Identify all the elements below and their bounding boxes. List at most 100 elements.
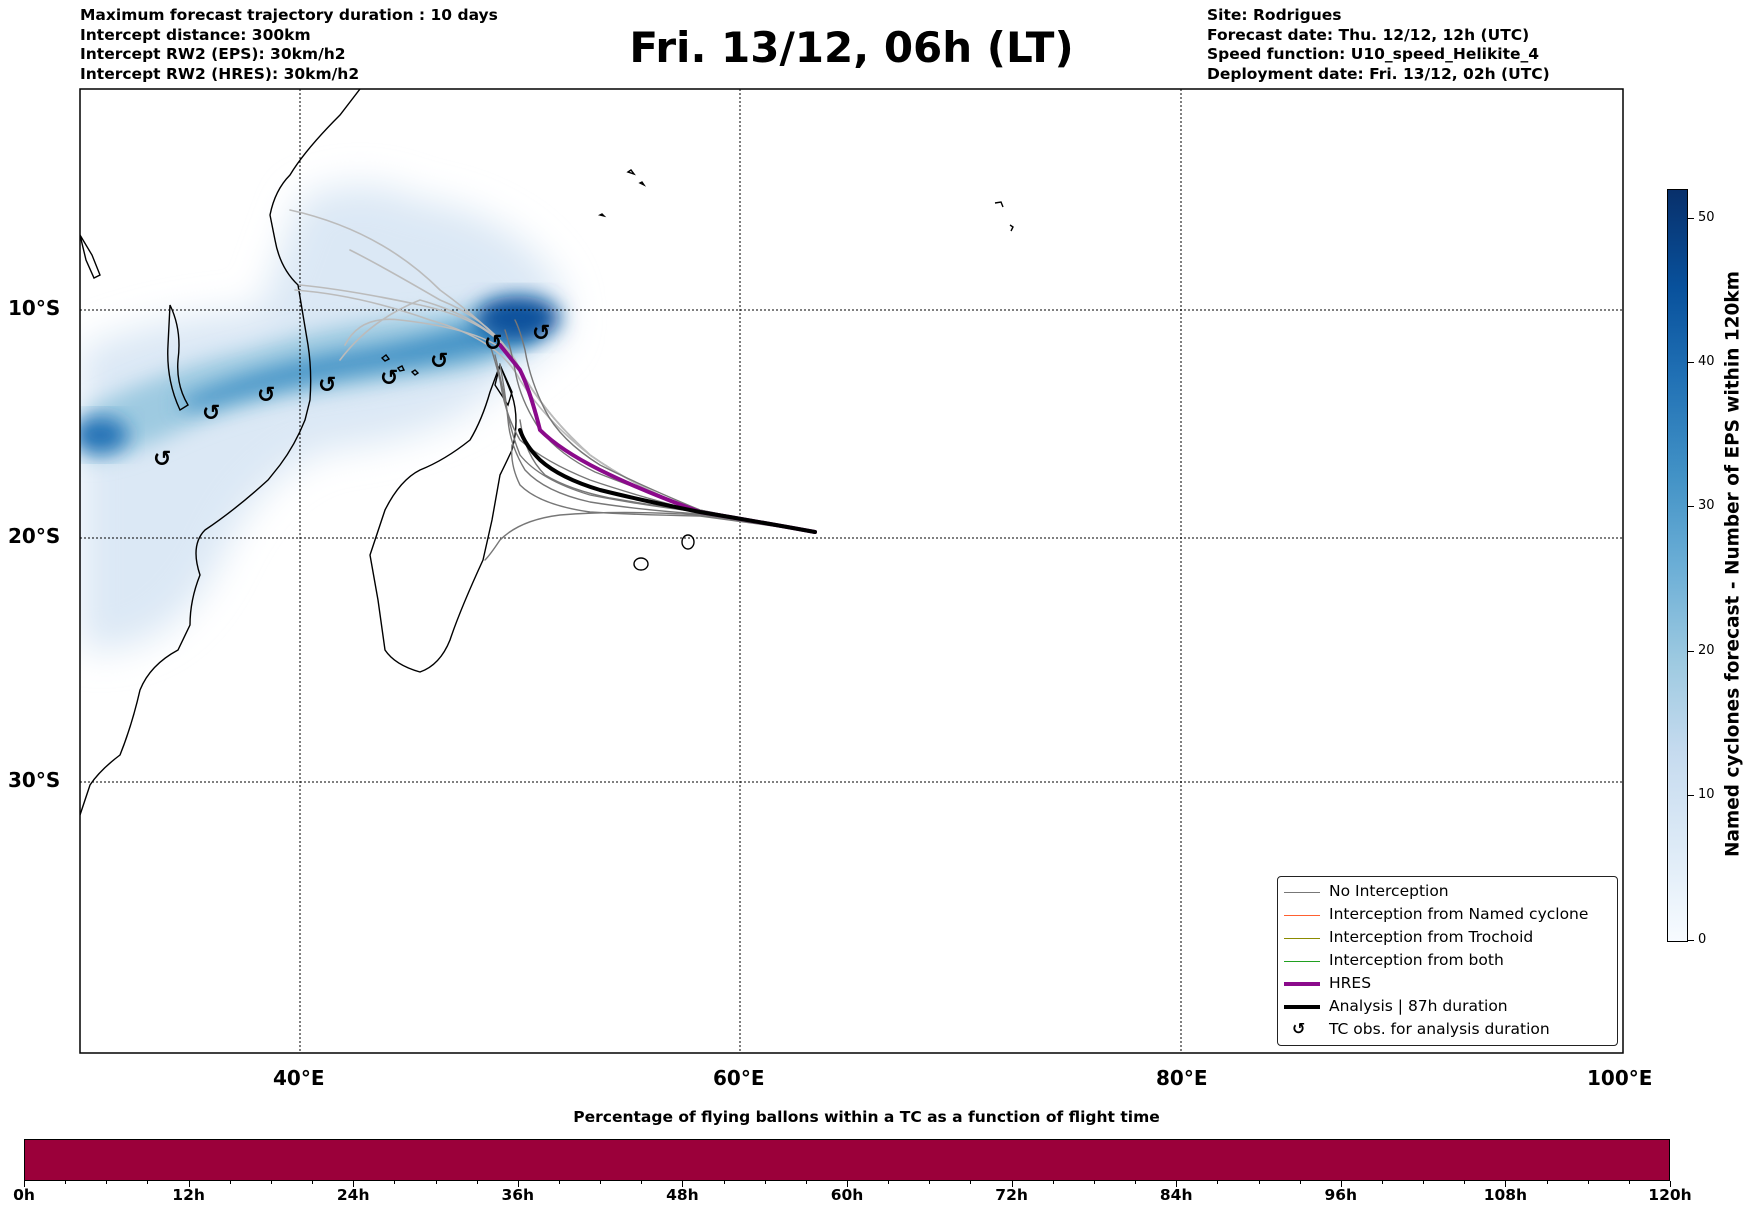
colorbar-tick	[1688, 506, 1694, 507]
comoros-coast	[380, 354, 420, 376]
lon-label-60e: 60°E	[713, 1066, 765, 1090]
map-frame	[79, 88, 1624, 1054]
cyclone-icon: ↺	[153, 447, 171, 472]
flight-time-tick	[24, 1181, 25, 1187]
flight-time-tick	[1464, 1181, 1466, 1184]
flight-time-tick	[764, 1181, 766, 1184]
lat-label-30s: 30°S	[8, 768, 61, 792]
map-legend: No Interception Interception from Named …	[1277, 876, 1618, 1046]
cyclone-icon: ↺	[1292, 1019, 1306, 1038]
time-label: 96h	[1324, 1186, 1358, 1204]
time-label: 108h	[1483, 1186, 1528, 1204]
flight-time-tick	[970, 1181, 972, 1184]
tc-observations: ↺ ↺ ↺ ↺ ↺ ↺ ↺ ↺	[153, 321, 550, 472]
flight-time-tick	[723, 1181, 725, 1184]
cyclone-icon: ↺	[202, 401, 220, 426]
time-label: 84h	[1159, 1186, 1193, 1204]
time-label: 120h	[1648, 1186, 1692, 1204]
graticule	[80, 89, 1623, 1053]
param-duration: Maximum forecast trajectory duration : 1…	[80, 6, 498, 24]
colorbar	[1667, 189, 1688, 942]
legend-label: Interception from Trochoid	[1329, 928, 1534, 946]
africa-coast	[80, 89, 361, 816]
colorbar-tick	[1688, 362, 1694, 363]
legend-swatch	[1284, 892, 1320, 893]
colorbar-tick-label: 30	[1698, 498, 1715, 513]
legend-item-tc-obs: ↺ TC obs. for analysis duration	[1278, 1019, 1617, 1042]
flight-time-tick	[1628, 1181, 1630, 1184]
deployment-date: Deployment date: Fri. 13/12, 02h (UTC)	[1207, 64, 1550, 83]
mauritius-coast	[681, 534, 695, 550]
flight-time-tick	[1011, 1181, 1013, 1187]
madagascar-coast-north	[494, 362, 513, 407]
chagos-coast	[994, 201, 1014, 232]
flight-time-tick	[517, 1181, 519, 1187]
colorbar-tick-label: 20	[1698, 643, 1715, 658]
time-label: 24h	[336, 1186, 370, 1204]
lon-label-40e: 40°E	[273, 1066, 325, 1090]
flight-time-tick	[1587, 1181, 1589, 1184]
madagascar-coast	[369, 363, 517, 673]
colorbar-tick-label: 0	[1698, 932, 1707, 947]
flight-time-tick	[188, 1181, 190, 1187]
flight-time-tick	[1217, 1181, 1219, 1184]
flight-time-tick	[476, 1181, 478, 1184]
flight-time-tick	[1546, 1181, 1548, 1184]
time-label: 0h	[13, 1186, 35, 1204]
lon-label-80e: 80°E	[1156, 1066, 1208, 1090]
legend-label: Analysis | 87h duration	[1329, 997, 1508, 1015]
colorbar-tick	[1688, 218, 1694, 219]
flight-time-bar-title: Percentage of flying ballons within a TC…	[573, 1108, 1160, 1126]
density-field	[80, 185, 565, 650]
flight-time-tick	[106, 1181, 108, 1184]
flight-time-tick	[312, 1181, 314, 1184]
cyclone-icon: ↺	[257, 383, 275, 408]
lake-shore	[167, 304, 189, 412]
flight-time-tick	[558, 1181, 560, 1184]
cyclone-icon: ↺	[380, 366, 398, 391]
param-intercept-eps: Intercept RW2 (EPS): 30km/h2	[80, 45, 346, 63]
flight-time-tick	[1052, 1181, 1054, 1184]
flight-time-tick	[888, 1181, 890, 1184]
colorbar-tick	[1688, 651, 1694, 652]
flight-time-tick	[270, 1181, 272, 1184]
analysis-trajectory	[518, 428, 817, 534]
flight-time-tick	[353, 1181, 355, 1187]
flight-time-tick	[1135, 1181, 1137, 1184]
forecast-date: Forecast date: Thu. 12/12, 12h (UTC)	[1207, 25, 1530, 44]
flight-time-tick	[435, 1181, 437, 1184]
speed-function: Speed function: U10_speed_Helikite_4	[1207, 45, 1540, 63]
flight-time-tick	[1299, 1181, 1301, 1184]
flight-time-bar	[24, 1139, 1670, 1181]
time-label: 72h	[995, 1186, 1028, 1204]
flight-time-tick	[1423, 1181, 1425, 1184]
legend-swatch	[1284, 1005, 1320, 1009]
colorbar-tick	[1688, 940, 1694, 941]
lat-label-10s: 10°S	[8, 296, 61, 320]
flight-time-tick	[65, 1181, 67, 1184]
flight-time-tick	[929, 1181, 931, 1184]
colorbar-label: Named cyclones forecast - Number of EPS …	[1722, 270, 1744, 858]
flight-time-tick	[229, 1181, 231, 1184]
flight-time-tick	[600, 1181, 602, 1184]
seychelles-coast	[597, 169, 647, 218]
legend-swatch	[1284, 961, 1320, 962]
site-info: Site: Rodrigues Forecast date: Thu. 12/1…	[1207, 6, 1550, 84]
flight-time-tick	[1176, 1181, 1178, 1187]
legend-label: HRES	[1329, 974, 1372, 992]
lat-label-20s: 20°S	[8, 524, 61, 548]
flight-time-tick	[147, 1181, 149, 1184]
legend-item-trochoid: Interception from Trochoid	[1278, 927, 1617, 950]
lon-label-100e: 100°E	[1587, 1066, 1653, 1090]
legend-item-no-interception: No Interception	[1278, 881, 1617, 904]
flight-time-tick	[847, 1181, 848, 1187]
cyclone-icon: ↺	[430, 349, 448, 374]
flight-time-tick	[641, 1181, 643, 1184]
trajectories	[289, 209, 817, 561]
time-label: 48h	[666, 1186, 699, 1204]
cyclone-icon: ↺	[532, 321, 550, 346]
colorbar-tick	[1688, 795, 1694, 796]
africa-coast-north	[80, 234, 101, 279]
time-label: 36h	[501, 1186, 535, 1204]
